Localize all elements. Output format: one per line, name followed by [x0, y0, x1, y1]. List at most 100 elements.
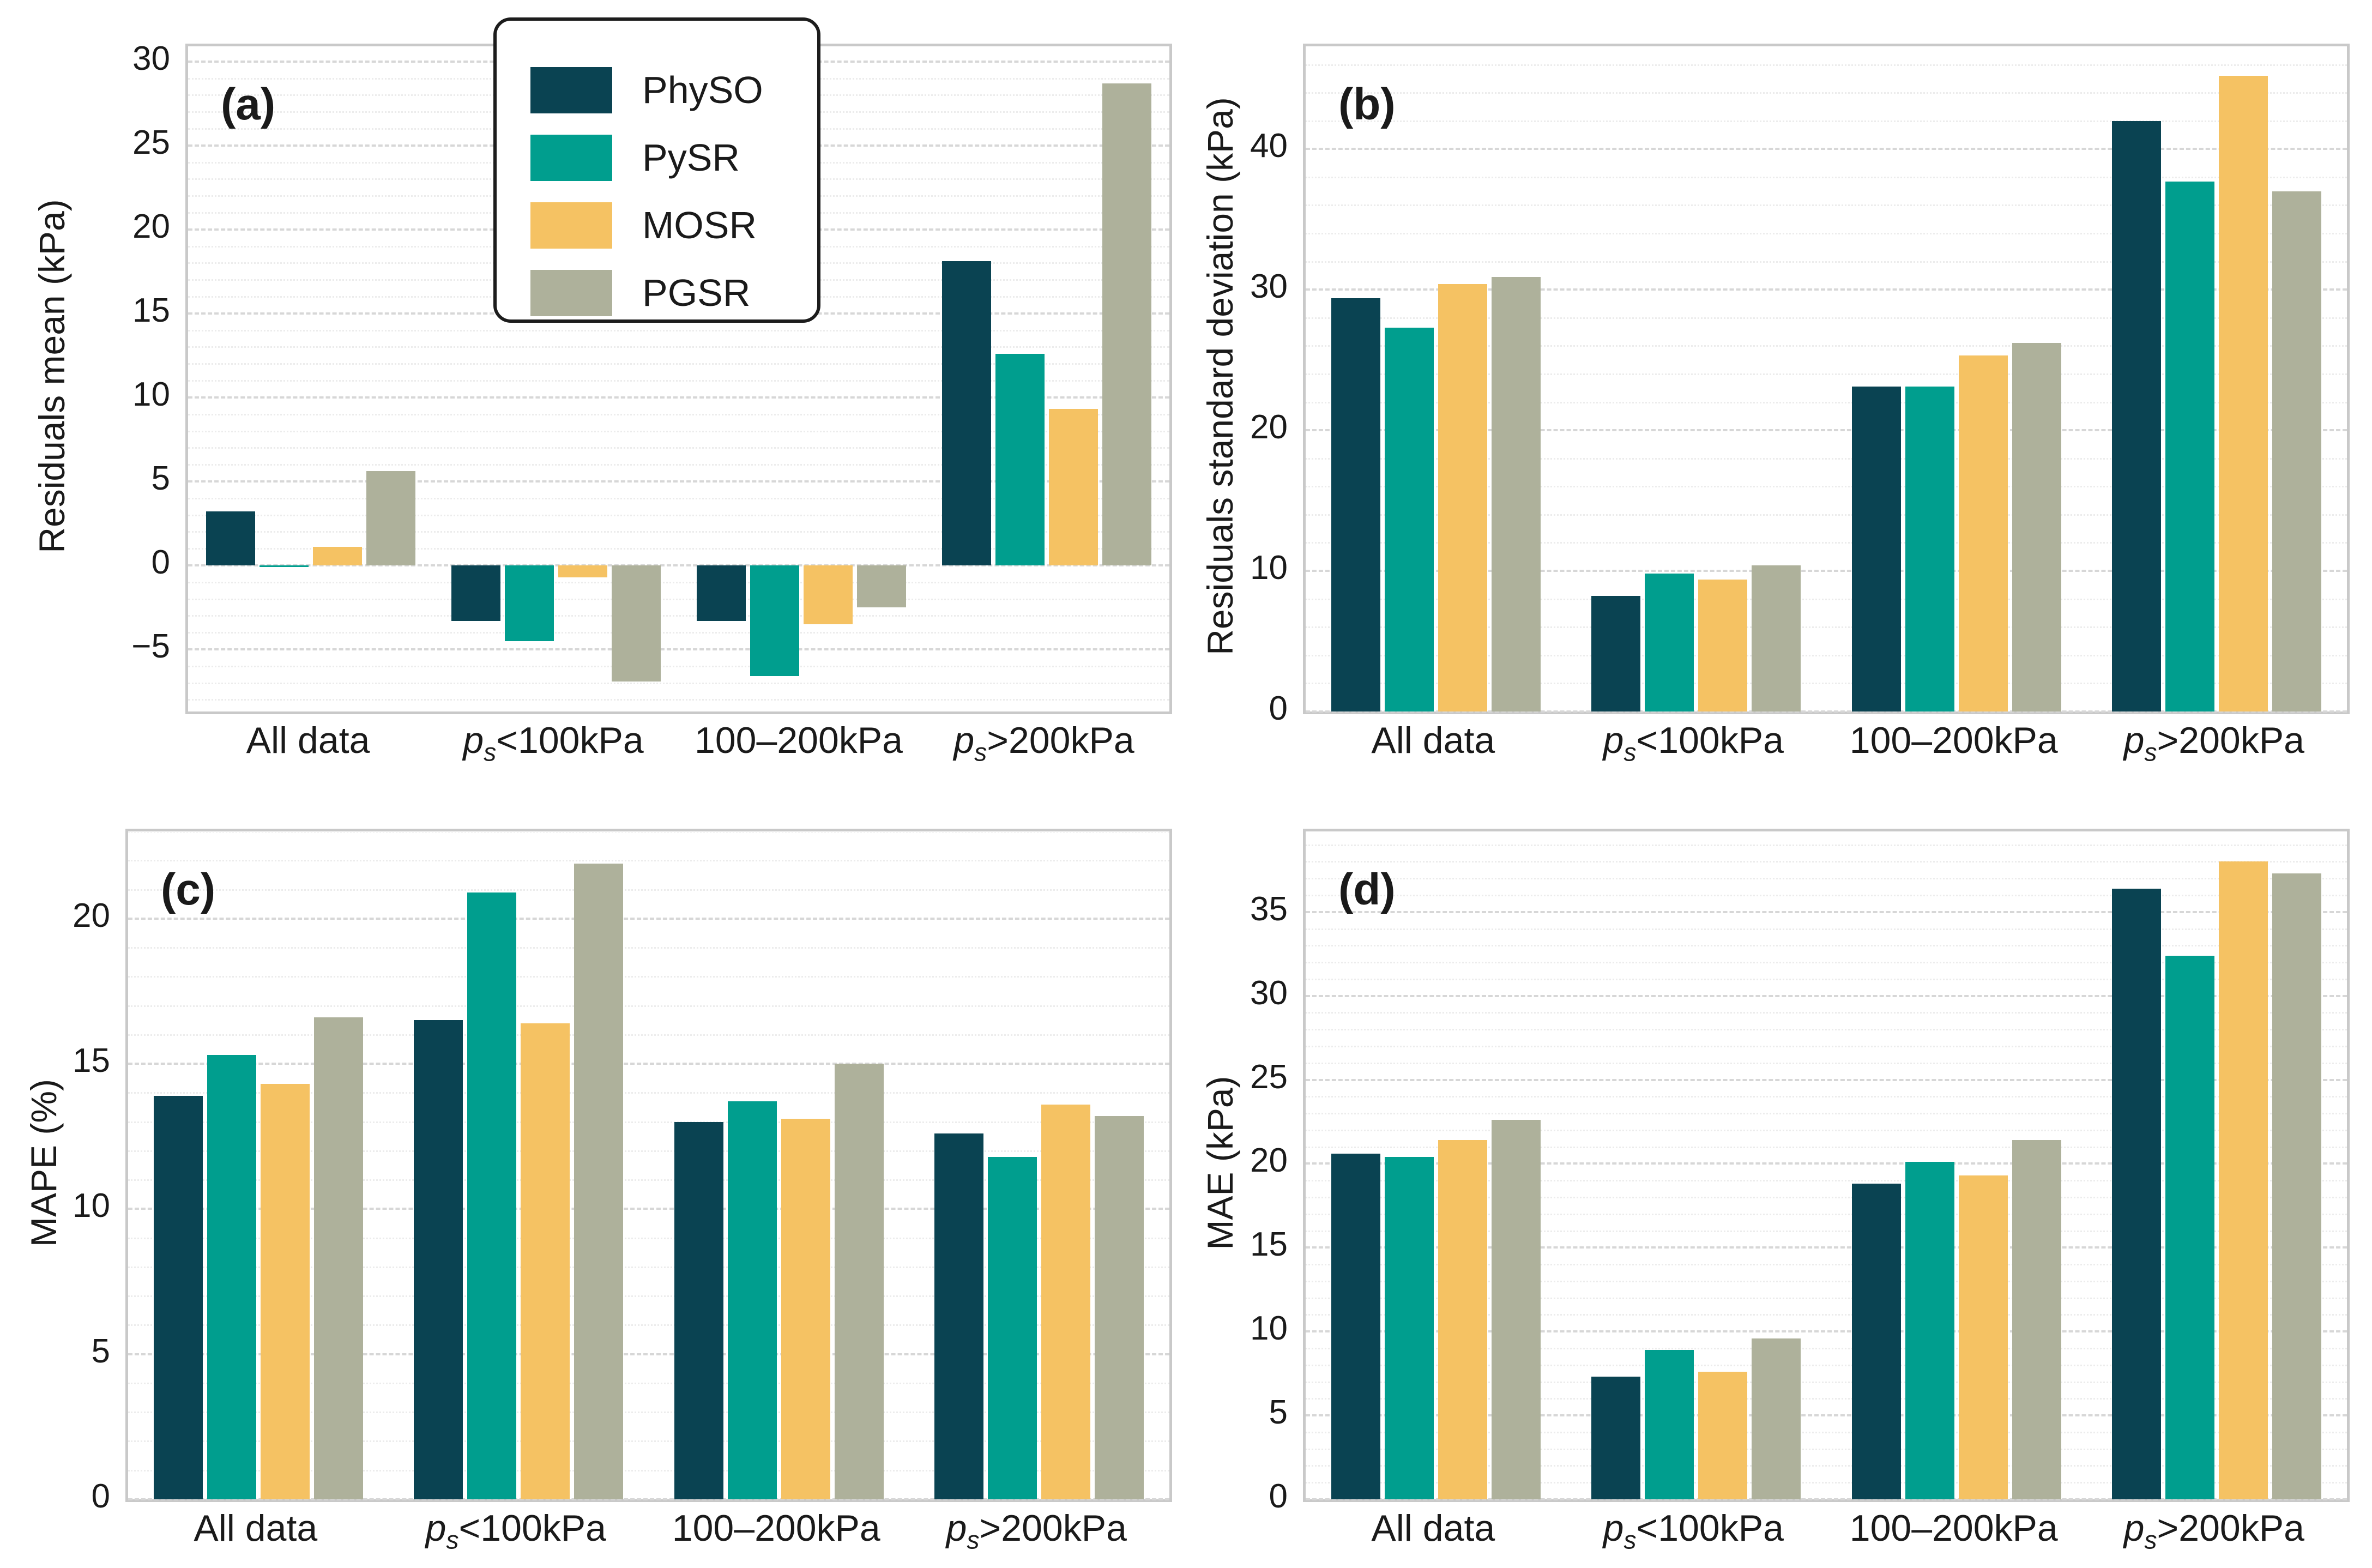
bar-pgsr: [313, 1017, 363, 1499]
gridline-minor: [128, 1092, 1169, 1094]
gridline-minor: [128, 1440, 1169, 1443]
gridline-minor: [128, 1266, 1169, 1268]
y-tick-label: 20: [1250, 1142, 1288, 1180]
gridline-minor: [1306, 1096, 2347, 1098]
gridline-minor: [128, 947, 1169, 949]
bar-mosr: [1698, 1372, 1748, 1499]
y-tick-label: 10: [73, 1187, 110, 1225]
y-axis-label: Residuals mean (kPa): [32, 199, 72, 553]
x-tick-label: 100–200kPa: [1849, 720, 2058, 761]
bar-mosr: [1698, 579, 1748, 711]
gridline-minor: [1306, 962, 2347, 964]
plot-area-b: (b): [1303, 44, 2350, 714]
gridline-minor: [1306, 844, 2347, 846]
gridline-minor: [188, 598, 1169, 600]
gridline-minor: [128, 1412, 1169, 1414]
gridline-minor: [128, 1005, 1169, 1007]
gridline-minor: [1306, 1398, 2347, 1400]
x-tick-label: ps<100kPa: [425, 1507, 606, 1554]
gridline-major: [188, 480, 1169, 483]
bar-physo: [206, 511, 255, 565]
bar-pysr: [1384, 327, 1434, 711]
gridline-minor: [1306, 1146, 2347, 1148]
bar-physo: [414, 1020, 463, 1499]
bar-physo: [942, 261, 991, 565]
y-tick-label: 30: [1250, 974, 1288, 1012]
bar-physo: [2112, 888, 2162, 1499]
bar-mosr: [313, 547, 362, 565]
gridline-minor: [1306, 92, 2347, 94]
gridline-minor: [1306, 1113, 2347, 1115]
gridline-major: [1306, 1078, 2347, 1081]
gridline-minor: [128, 1382, 1169, 1384]
legend-label: PySR: [642, 136, 740, 179]
gridline-major: [128, 1063, 1169, 1065]
bar-physo: [451, 565, 500, 621]
gridline-major: [1306, 1162, 2347, 1165]
bar-pgsr: [1491, 277, 1541, 711]
gridline-minor: [188, 514, 1169, 516]
gridline-minor: [1306, 1230, 2347, 1232]
y-tick-label: 25: [1250, 1058, 1288, 1096]
gridline-major: [1306, 710, 2347, 713]
y-tick-label: 5: [1269, 1394, 1288, 1432]
gridline-major: [128, 1208, 1169, 1210]
gridline-major: [188, 396, 1169, 399]
gridline-minor: [1306, 204, 2347, 207]
x-tick-label: 100–200kPa: [672, 1507, 880, 1549]
y-tick-label: 40: [1250, 127, 1288, 165]
gridline-minor: [128, 1469, 1169, 1471]
y-axis-label: Residuals standard deviation (kPa): [1200, 97, 1240, 655]
gridline-major: [1306, 570, 2347, 572]
bar-physo: [2112, 120, 2162, 711]
bar-physo: [934, 1133, 984, 1499]
gridline-minor: [188, 346, 1169, 348]
bar-mosr: [558, 565, 607, 577]
gridline-minor: [188, 682, 1169, 684]
legend-label: PhySO: [642, 69, 763, 111]
gridline-major: [1306, 1414, 2347, 1417]
y-tick-label: 5: [151, 459, 170, 497]
panel-c: (c) All data ps<100kPa 100–200kPa ps>200kPa…: [0, 784, 1186, 1568]
bar-mosr: [1438, 284, 1487, 711]
gridline-minor: [1306, 1482, 2347, 1484]
x-tick-label: ps<100kPa: [1603, 720, 1784, 767]
bar-mosr: [1958, 355, 2008, 711]
gridline-minor: [1306, 1196, 2347, 1198]
gridline-minor: [1306, 64, 2347, 66]
gridline-minor: [128, 976, 1169, 978]
bar-mosr: [1041, 1104, 1091, 1499]
bar-pgsr: [1752, 565, 1801, 711]
panel-tag: (c): [161, 865, 216, 914]
bar-pgsr: [612, 565, 661, 682]
gridline-minor: [1306, 542, 2347, 544]
plot-area-d: (d): [1303, 829, 2350, 1502]
panel-tag: (b): [1338, 80, 1396, 129]
gridline-minor: [128, 1237, 1169, 1239]
bar-physo: [674, 1121, 723, 1499]
gridline-minor: [188, 447, 1169, 449]
bar-pysr: [988, 1156, 1037, 1499]
gridline-minor: [188, 363, 1169, 365]
gridline-minor: [128, 1121, 1169, 1123]
y-tick-label: 0: [1269, 1477, 1288, 1515]
y-tick-label: 20: [1250, 408, 1288, 447]
gridline-minor: [1306, 683, 2347, 685]
gridline-major: [1306, 1498, 2347, 1500]
gridline-minor: [1306, 598, 2347, 600]
gridline-minor: [188, 548, 1169, 550]
gridline-major: [128, 1353, 1169, 1355]
bar-pysr: [207, 1055, 256, 1499]
x-tick-label: ps>200kPa: [953, 720, 1134, 767]
gridline-minor: [1306, 457, 2347, 460]
bar-mosr: [521, 1023, 570, 1499]
gridline-minor: [1306, 1129, 2347, 1131]
gridline-minor: [1306, 1364, 2347, 1366]
gridline-minor: [1306, 945, 2347, 947]
bar-physo: [1851, 387, 1901, 711]
gridline-minor: [188, 413, 1169, 415]
gridline-minor: [1306, 1431, 2347, 1433]
bar-mosr: [1438, 1140, 1487, 1499]
gridline-minor: [1306, 233, 2347, 235]
